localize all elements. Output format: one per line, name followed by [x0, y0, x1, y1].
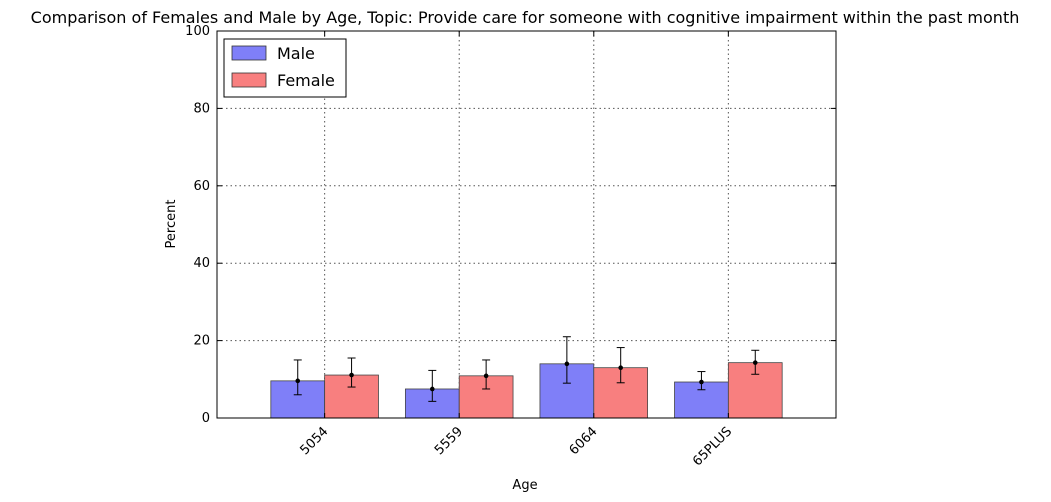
- mean-point: [349, 372, 354, 378]
- x-tick-label: 6064: [567, 424, 601, 458]
- y-axis-label: Percent: [164, 200, 179, 249]
- mean-point: [295, 378, 301, 384]
- x-axis-label: Age: [512, 478, 537, 493]
- mean-point: [699, 379, 704, 385]
- y-tick-label: 80: [193, 101, 210, 116]
- mean-point: [752, 360, 758, 365]
- y-tick-label: 20: [193, 334, 210, 349]
- legend-swatch-male: [231, 45, 267, 61]
- y-axis-ticks: 0 20 40 60 80 100: [185, 24, 836, 426]
- y-tick-label: 0: [202, 411, 210, 426]
- legend-label-female: Female: [277, 71, 335, 90]
- bar-female-65plus: [727, 362, 783, 419]
- x-tick-label: 65PLUS: [690, 424, 735, 469]
- legend: Male Female: [223, 38, 347, 98]
- x-tick-label: 5054: [297, 424, 331, 458]
- legend-label-male: Male: [277, 44, 315, 63]
- y-tick-label: 60: [193, 179, 210, 194]
- mean-point: [564, 361, 570, 367]
- mean-point: [618, 365, 623, 370]
- y-tick-label: 40: [193, 256, 210, 271]
- bars: [270, 362, 783, 419]
- mean-point: [430, 386, 435, 392]
- y-tick-label: 100: [185, 24, 210, 39]
- mean-point: [483, 373, 489, 379]
- chart-title: Comparison of Females and Male by Age, T…: [31, 8, 1020, 27]
- error-bars: [293, 336, 760, 402]
- legend-swatch-female: [231, 72, 267, 88]
- plot-frame: [216, 30, 837, 419]
- x-tick-label: 5559: [432, 424, 466, 458]
